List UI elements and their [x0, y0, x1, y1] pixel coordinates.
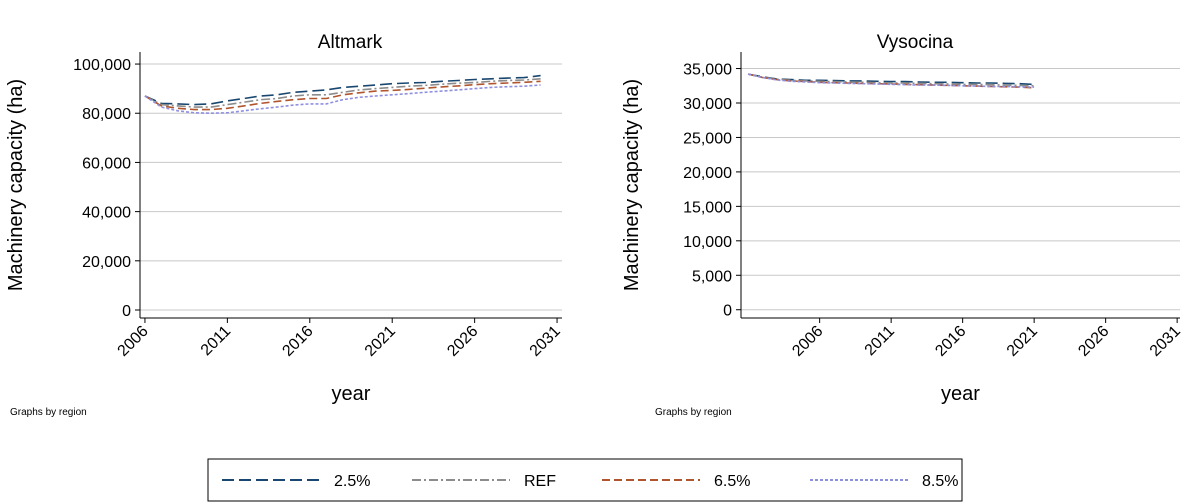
y-tick-label: 25,000 — [683, 130, 732, 147]
note: Graphs by region — [655, 407, 732, 418]
y-tick-label: 10,000 — [683, 234, 732, 251]
y-tick-label: 35,000 — [683, 62, 732, 79]
y-axis-title: Machinery capacity (ha) — [5, 79, 27, 291]
series-line — [144, 78, 541, 108]
series-line — [747, 73, 1035, 89]
y-tick-label: 0 — [122, 303, 131, 320]
y-tick-label: 20,000 — [683, 165, 732, 182]
y-tick-label: 60,000 — [82, 155, 131, 172]
legend-label: 8.5% — [922, 473, 958, 490]
y-tick-label: 30,000 — [683, 96, 732, 113]
legend-label: 2.5% — [334, 473, 370, 490]
y-tick-label: 5,000 — [692, 268, 732, 285]
y-tick-label: 20,000 — [82, 254, 131, 271]
chart-title: Altmark — [318, 32, 383, 53]
series-line — [144, 74, 541, 106]
series-line — [747, 73, 1035, 87]
series-line — [144, 84, 541, 115]
legend-box — [207, 458, 963, 502]
y-tick-label: 100,000 — [73, 57, 131, 74]
y-tick-label: 0 — [723, 303, 732, 320]
x-axis-title: year — [941, 383, 980, 405]
chart-title: Vysocina — [877, 32, 954, 53]
note: Graphs by region — [10, 407, 87, 418]
legend-label: REF — [524, 473, 556, 490]
y-axis-title: Machinery capacity (ha) — [621, 79, 643, 291]
series-line — [747, 73, 1035, 86]
y-tick-label: 15,000 — [683, 199, 732, 216]
x-axis-title: year — [332, 383, 371, 405]
y-tick-label: 40,000 — [82, 205, 131, 222]
legend-label: 6.5% — [714, 473, 750, 490]
y-tick-label: 80,000 — [82, 106, 131, 123]
